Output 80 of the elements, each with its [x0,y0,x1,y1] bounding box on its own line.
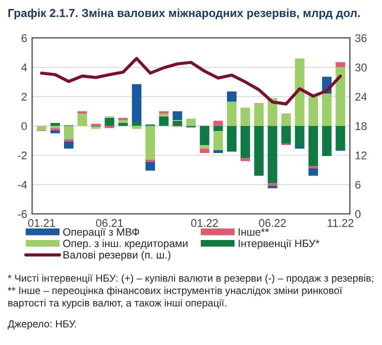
bar [104,118,114,126]
bar [213,150,223,154]
bar [322,94,332,126]
bar [146,162,156,171]
bar [132,126,142,129]
bar [200,148,210,154]
y-tick-label: 2 [22,92,27,101]
bar [186,118,196,126]
y2-tick-label: 18 [356,122,367,130]
legend-label: Операції з МВФ [63,228,140,238]
x-tick-label: 11.22 [328,219,354,227]
bar [294,146,304,149]
bar [64,141,74,149]
y2-tick-label: 24 [355,92,367,101]
text: Джерело: НБУ. [8,320,76,330]
bar [213,126,223,132]
legend-label: Інше** [238,228,269,236]
bar [240,126,250,158]
x-tick-label: 06.21 [96,219,123,227]
bar [146,126,156,160]
legend-label: Інтервенції НБУ* [238,239,320,250]
y-tick-label: -4 [18,180,27,189]
bar [132,84,142,122]
bar [336,67,346,126]
y2-tick-label: 6 [355,180,360,189]
bar [336,62,346,68]
line-series [40,56,342,106]
bar [132,122,142,126]
y-tick-label: -6 [18,210,27,218]
bar [226,102,236,126]
bar [172,120,182,126]
bar [200,126,210,145]
y2-tick-label: 0 [355,210,361,218]
bar [254,104,264,126]
y-tick-label: 6 [22,34,27,42]
bar [308,168,318,176]
y2-tick-label: 36 [355,34,367,42]
legend-label: Валові резерви (п. ш.) [64,250,170,261]
bar [118,118,128,120]
bar [268,126,278,184]
legend-label: Опер. з інш. кредиторами [63,239,188,250]
y2-tick-label: 12 [356,152,367,160]
bar [281,113,291,126]
x-tick-label: 06.22 [259,219,286,227]
bar [172,111,182,120]
bar [50,122,60,126]
bar [118,120,128,123]
bar [268,183,278,186]
bar [78,113,88,126]
bar [226,126,236,152]
bar [322,126,332,156]
bar [36,126,46,130]
bar [159,113,169,116]
y2-tick-label: 30 [355,64,367,72]
bar [308,126,318,166]
text: * Чисті інтервенції НБУ: (+) – купівлі валюти в резерви (-) – продаж з резервів; ** Інше – переоцінка фінансових інструментів унаслідок зміни ринкової вартості та курсів валют, а також інші операції. [8,274,374,309]
bar [294,58,304,126]
bar [254,126,264,176]
bar [200,144,210,149]
bar [64,126,74,140]
bar [118,122,128,126]
bar [336,126,346,150]
bar [294,126,304,146]
bar [308,96,318,126]
bar [159,116,169,126]
bar [50,126,60,128]
bar [213,120,223,126]
bar [226,91,236,102]
bar [213,131,223,150]
chart-title: Графік 2.1.7. Зміна валових міжнародних резервів, млрд дол. [8,8,360,20]
bar [50,130,60,134]
bar [240,158,250,162]
bar [281,126,291,144]
x-tick-label: 01.21 [28,219,55,227]
x-tick-label: 01.22 [191,219,218,227]
bar [104,126,114,128]
bar [240,108,250,126]
y-tick-label: 0 [21,122,27,130]
y-tick-label: -2 [18,152,27,160]
y-tick-label: 4 [21,64,27,72]
